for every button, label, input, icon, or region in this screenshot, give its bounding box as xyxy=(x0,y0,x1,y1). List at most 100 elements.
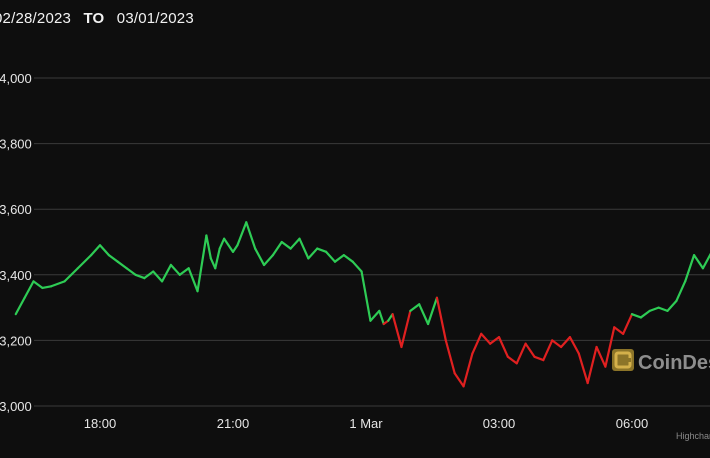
series-segment xyxy=(489,336,501,345)
series-segment xyxy=(245,221,257,250)
series-segment xyxy=(369,309,381,322)
series-segment xyxy=(701,252,710,270)
series-segment xyxy=(692,254,705,270)
series-segment xyxy=(14,296,26,316)
series-segment xyxy=(378,309,385,326)
series-segment xyxy=(462,352,474,388)
price-series xyxy=(14,221,710,388)
series-segment xyxy=(444,339,456,375)
y-tick-label: 23,400 xyxy=(0,268,32,283)
series-segment xyxy=(223,237,235,253)
series-segment xyxy=(143,270,155,280)
series-segment xyxy=(497,336,509,358)
series-segment xyxy=(409,303,421,312)
series-segment xyxy=(568,336,580,355)
y-tick-label: 24,000 xyxy=(0,71,32,86)
series-segment xyxy=(125,267,137,276)
series-segment xyxy=(351,260,363,273)
series-segment xyxy=(289,237,301,250)
x-tick-label: 1 Mar xyxy=(349,416,383,431)
series-segment xyxy=(298,237,310,260)
series-segment xyxy=(542,339,554,362)
series-segment xyxy=(604,326,616,368)
series-segment xyxy=(214,247,221,270)
date-range: 02/28/2023 TO 03/01/2023 xyxy=(0,10,194,27)
series-segment xyxy=(218,237,226,250)
series-segment xyxy=(400,309,412,349)
series-segment xyxy=(271,240,283,257)
series-segment xyxy=(613,326,625,335)
series-segment xyxy=(559,336,572,349)
series-segment xyxy=(453,372,465,388)
series-segment xyxy=(515,342,527,365)
series-segment xyxy=(480,332,492,345)
series-segment xyxy=(107,254,119,263)
series-segment xyxy=(586,345,598,385)
series-segment xyxy=(639,309,651,319)
series-segment xyxy=(524,342,536,358)
series-segment xyxy=(342,254,354,263)
series-segment xyxy=(675,280,687,303)
series-segment xyxy=(280,240,292,250)
series-segment xyxy=(622,313,634,335)
series-segment xyxy=(630,313,642,319)
grid-lines xyxy=(34,77,710,407)
watermark-text: CoinDesk xyxy=(638,352,710,374)
series-segment xyxy=(577,352,589,385)
series-segment xyxy=(471,332,483,355)
y-tick-label: 23,800 xyxy=(0,137,32,152)
x-tick-label: 03:00 xyxy=(483,416,516,431)
y-axis: 24,000 23,800 23,600 23,400 23,200 23,000 xyxy=(0,71,32,414)
series-segment xyxy=(325,250,337,263)
series-segment xyxy=(236,221,248,247)
coindesk-logo xyxy=(612,349,634,371)
series-segment xyxy=(333,254,345,263)
series-segment xyxy=(657,306,669,312)
series-segment xyxy=(63,267,79,283)
series-segment xyxy=(32,280,44,290)
series-segment xyxy=(551,339,563,349)
highcharts-credit[interactable]: Highcharts.com xyxy=(676,431,710,441)
series-segment xyxy=(648,306,660,312)
watermark: CoinDesk xyxy=(612,349,710,374)
series-segment xyxy=(533,355,545,362)
series-segment xyxy=(595,345,607,368)
x-tick-label: 21:00 xyxy=(217,416,250,431)
series-segment xyxy=(178,267,190,276)
series-segment xyxy=(134,273,146,280)
y-tick-label: 23,000 xyxy=(0,399,32,414)
series-segment xyxy=(152,270,164,283)
series-segment xyxy=(426,296,439,326)
from-date[interactable]: 02/28/2023 xyxy=(0,10,72,27)
x-tick-label: 06:00 xyxy=(616,416,649,431)
series-segment xyxy=(254,247,266,267)
series-segment xyxy=(360,270,372,322)
to-label: TO xyxy=(83,10,105,27)
series-segment xyxy=(205,234,212,260)
y-tick-label: 23,200 xyxy=(0,333,32,348)
series-segment xyxy=(41,285,53,290)
series-segment xyxy=(50,280,66,288)
series-segment xyxy=(160,263,173,283)
series-segment xyxy=(435,296,447,342)
series-segment xyxy=(196,234,208,293)
series-segment xyxy=(116,260,128,270)
series-segment xyxy=(231,244,239,253)
series-segment xyxy=(98,244,110,257)
series-segment xyxy=(316,247,328,253)
y-tick-label: 23,600 xyxy=(0,202,32,217)
series-segment xyxy=(666,299,678,312)
series-segment xyxy=(23,280,35,299)
to-date[interactable]: 03/01/2023 xyxy=(116,10,194,27)
x-tick-label: 18:00 xyxy=(84,416,117,431)
series-segment xyxy=(391,313,403,349)
series-segment xyxy=(76,254,93,270)
series-segment xyxy=(506,355,518,365)
series-segment xyxy=(307,247,319,260)
series-segment xyxy=(418,303,430,326)
series-segment xyxy=(90,244,102,257)
series-segment xyxy=(684,254,696,283)
series-segment xyxy=(187,267,199,293)
